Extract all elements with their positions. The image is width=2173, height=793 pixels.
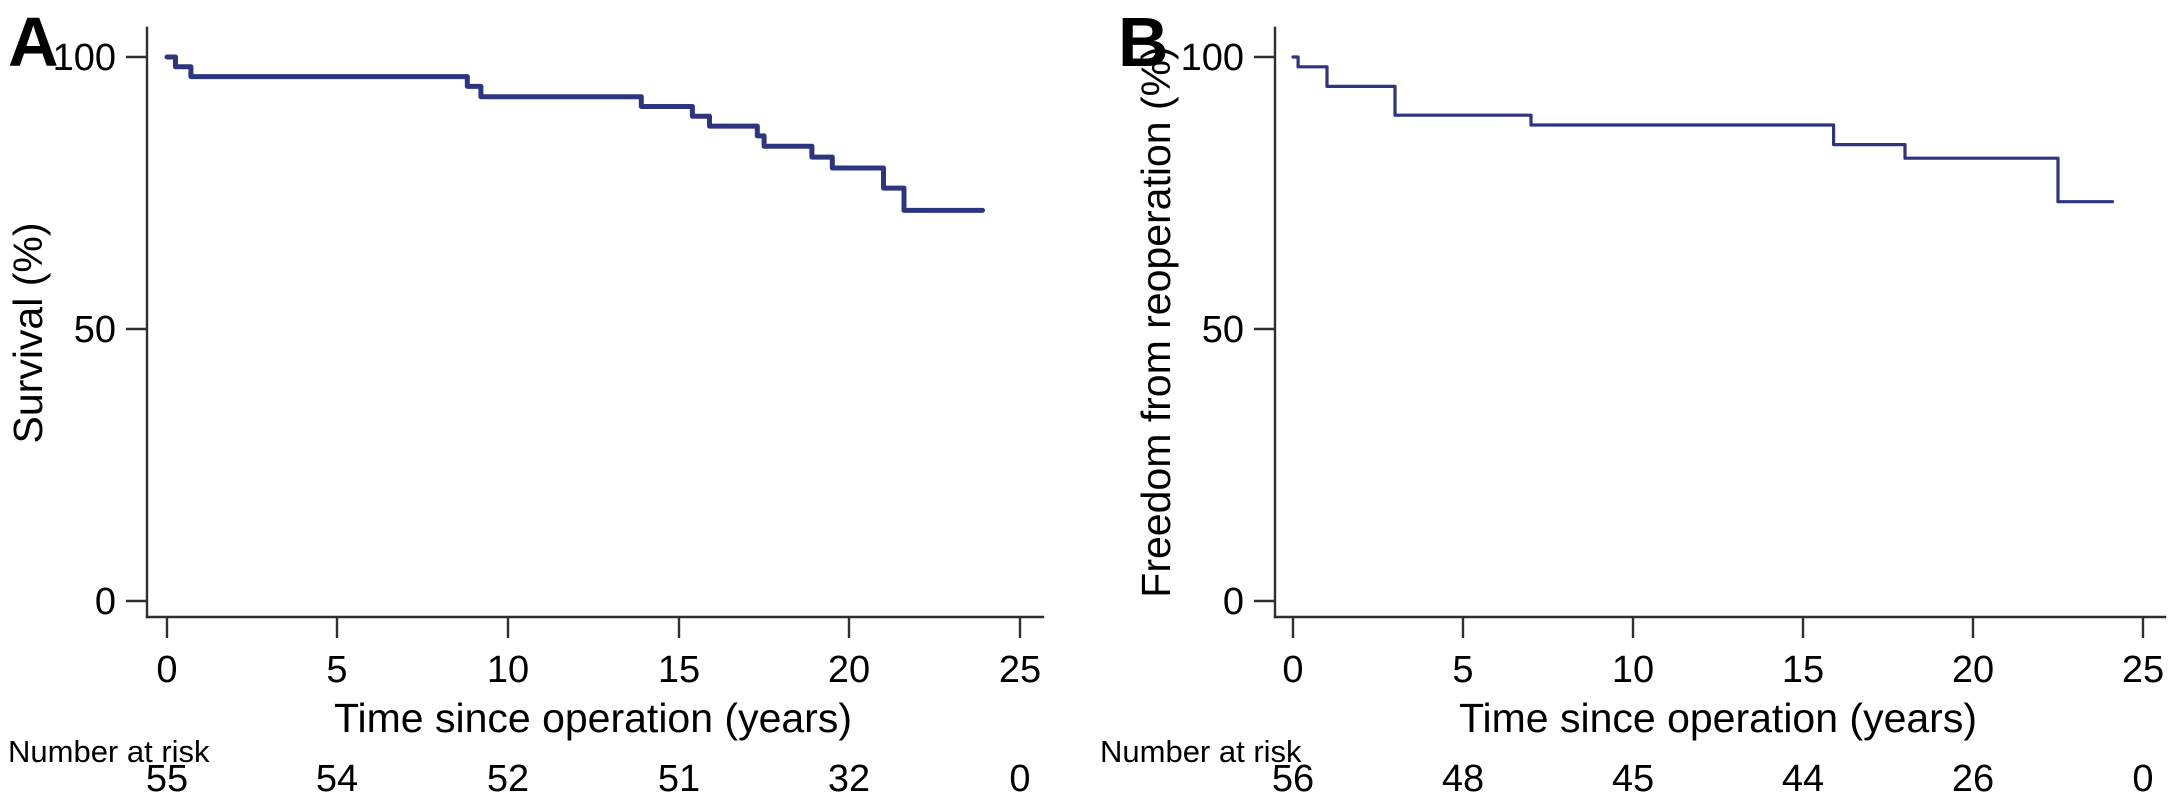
panel-b-ytick-label-0: 0 <box>1223 581 1244 623</box>
panel-a-risk-5: 54 <box>316 758 358 793</box>
panel-b-ytick-label-100: 100 <box>1181 37 1244 79</box>
panel-b-xtick-label-5: 5 <box>1452 649 1473 691</box>
panel-b-x-axis-title: Time since operation (years) <box>1459 695 1977 741</box>
panel-b-risk-25: 0 <box>2132 758 2153 793</box>
panel-b-number-at-risk-label: Number at risk <box>1100 734 1302 769</box>
panel-b-risk-5: 48 <box>1442 758 1484 793</box>
panel-a-xtick-label-10: 10 <box>487 649 529 691</box>
panel-b-xtick-label-25: 25 <box>2122 649 2164 691</box>
panel-a-xtick-label-25: 25 <box>999 649 1041 691</box>
panel-a-risk-0: 55 <box>146 758 188 793</box>
panel-a-risk-25: 0 <box>1009 758 1030 793</box>
panel-a-xtick-label-15: 15 <box>658 649 700 691</box>
panel-a-letter: A <box>8 3 59 81</box>
panel-b-risk-15: 44 <box>1782 758 1824 793</box>
panel-a-ytick-label-50: 50 <box>74 309 116 351</box>
panel-a-risk-15: 51 <box>658 758 700 793</box>
panel-b-xtick-label-20: 20 <box>1952 649 1994 691</box>
panel-a-y-axis-title: Survival (%) <box>5 223 51 444</box>
panel-a-survival-curve <box>164 54 985 213</box>
panel-a-number-at-risk-label: Number at risk <box>8 734 210 769</box>
panel-b-risk-0: 56 <box>1272 758 1314 793</box>
panel-a-xtick-label-0: 0 <box>156 649 177 691</box>
panel-a-x-axis-title: Time since operation (years) <box>334 695 852 741</box>
panel-b-xtick-label-15: 15 <box>1782 649 1824 691</box>
panel-b-y-axis-title: Freedom from reoperation (%) <box>1133 46 1179 597</box>
panel-b-risk-10: 45 <box>1612 758 1654 793</box>
panel-a-risk-20: 32 <box>828 758 870 793</box>
panel-b-ytick-label-50: 50 <box>1202 309 1244 351</box>
panel-a-ytick-label-100: 100 <box>53 37 116 79</box>
panel-a-xtick-label-20: 20 <box>828 649 870 691</box>
panel-a-ytick-label-0: 0 <box>95 581 116 623</box>
panel-a-xtick-label-5: 5 <box>326 649 347 691</box>
panel-b-xtick-label-10: 10 <box>1612 649 1654 691</box>
panel-b-letter: B <box>1118 3 1169 81</box>
panel-b-freedom-curve <box>1291 55 2114 204</box>
panel-b: B 100 50 0 0 5 10 15 20 25 Freedom from … <box>1100 3 2167 793</box>
panel-b-risk-20: 26 <box>1952 758 1994 793</box>
panel-b-xtick-label-0: 0 <box>1282 649 1303 691</box>
panel-a: A 100 50 0 0 5 10 15 20 25 Survival (%) … <box>5 3 1045 793</box>
panel-a-risk-10: 52 <box>487 758 529 793</box>
